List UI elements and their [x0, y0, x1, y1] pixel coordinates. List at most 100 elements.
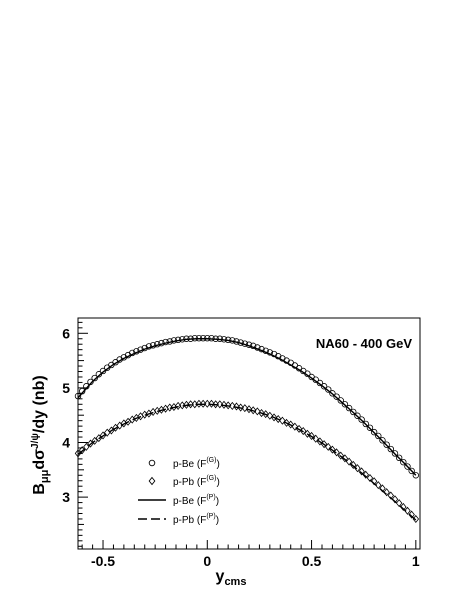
data-point-diamond: [316, 437, 324, 446]
data-point-diamond: [325, 442, 332, 451]
data-point-circle: [387, 445, 395, 453]
data-point-circle: [345, 404, 353, 412]
series-1: [74, 399, 420, 524]
chart-annotation: NA60 - 400 GeV: [316, 336, 412, 351]
data-point-diamond: [241, 404, 249, 413]
series-line-solid: [77, 338, 417, 476]
data-point-diamond: [229, 401, 236, 410]
y-axis-title-sup: J/ψ: [30, 433, 41, 449]
data-point-circle: [391, 450, 399, 457]
x-axis-title-sub: cms: [224, 576, 246, 588]
data-point-diamond: [195, 399, 203, 408]
x-tick-label: 1: [412, 553, 420, 569]
data-point-circle: [350, 408, 357, 416]
y-axis-title-bsub: μμ: [39, 470, 51, 483]
data-point-diamond: [383, 488, 390, 497]
data-point-diamond: [391, 495, 399, 504]
series-line-dashed: [77, 403, 417, 521]
x-axis-title: ycms: [216, 568, 247, 588]
data-point-diamond: [220, 400, 228, 409]
data-point-circle: [333, 393, 340, 400]
data-point-circle: [320, 383, 328, 390]
data-point-diamond: [91, 436, 98, 445]
x-tick-label: 0: [203, 553, 211, 569]
legend-label-ppb-p: p-Pb (F(P)): [173, 513, 219, 526]
data-point-diamond: [233, 402, 240, 411]
data-point-diamond: [366, 473, 374, 483]
data-point-circle: [366, 424, 374, 431]
data-point-circle: [341, 401, 349, 408]
data-point-diamond: [345, 457, 353, 466]
data-point-circle: [370, 428, 378, 436]
y-axis-title: BμμdσJ/ψ/dy (nb): [30, 375, 51, 494]
data-point-diamond: [375, 481, 382, 490]
data-point-circle: [408, 467, 415, 475]
legend-label-ppb-g: p-Pb (F(G)): [173, 475, 220, 488]
series-3: [77, 403, 417, 521]
y-tick-label: 3: [62, 489, 70, 505]
data-point-diamond: [224, 401, 232, 410]
data-point-circle: [91, 374, 98, 382]
data-point-diamond: [262, 410, 269, 419]
data-point-circle: [379, 437, 386, 444]
data-point-circle: [337, 397, 344, 404]
legend: p-Be (F(G)) p-Pb (F(G)) p-Be (F(P)) p-Pb…: [138, 457, 220, 526]
series-2: [77, 338, 417, 476]
tick-labels: -0.5 0 0.5 1 3 4 5 6: [62, 325, 420, 569]
data-point-circle: [395, 454, 403, 462]
data-point-circle: [375, 432, 382, 440]
data-point-diamond: [245, 405, 253, 414]
series-layer: [74, 335, 420, 524]
legend-label-pbe-g: p-Be (F(G)): [173, 457, 220, 470]
x-axis-title-main: y: [216, 568, 225, 585]
data-point-circle: [362, 420, 369, 428]
data-point-diamond: [337, 451, 344, 460]
data-point-circle: [354, 412, 361, 419]
data-point-circle: [325, 386, 332, 393]
data-point-diamond: [212, 400, 219, 409]
data-point-diamond: [358, 467, 365, 476]
data-point-diamond: [408, 510, 415, 519]
data-point-diamond: [304, 429, 311, 438]
data-point-diamond: [395, 499, 403, 508]
data-point-circle: [412, 472, 420, 479]
data-point-circle: [383, 441, 390, 448]
data-point-circle: [358, 416, 365, 423]
data-point-circle: [329, 390, 336, 397]
data-point-circle: [404, 463, 411, 470]
data-point-diamond: [370, 477, 378, 486]
data-point-circle: [74, 392, 82, 400]
data-point-diamond: [249, 406, 257, 415]
x-tick-label: -0.5: [91, 553, 115, 569]
data-point-diamond: [362, 470, 369, 479]
legend-marker-ppb-g: [148, 476, 156, 486]
data-point-diamond: [216, 400, 224, 409]
data-point-circle: [95, 371, 103, 378]
data-point-diamond: [354, 464, 361, 473]
y-axis-title-tail: /dy (nb): [31, 375, 48, 433]
data-point-diamond: [291, 422, 299, 431]
legend-label-pbe-p: p-Be (F(P)): [173, 494, 219, 507]
legend-marker-pbe-g: [148, 459, 156, 467]
data-point-diamond: [199, 399, 207, 408]
data-point-circle: [99, 367, 107, 375]
data-point-diamond: [254, 407, 261, 416]
data-point-circle: [400, 458, 407, 466]
x-tick-label: 0.5: [302, 553, 322, 569]
data-point-diamond: [404, 506, 411, 515]
data-point-diamond: [237, 403, 244, 412]
y-axis-title-b: B: [31, 483, 48, 495]
data-point-diamond: [187, 400, 194, 409]
data-point-diamond: [204, 399, 211, 408]
data-point-diamond: [287, 420, 294, 429]
data-point-diamond: [400, 502, 407, 511]
axis-ticks: [78, 321, 417, 549]
y-axis-title-mid: dσ: [31, 449, 48, 470]
y-tick-label: 4: [62, 435, 70, 451]
data-point-diamond: [258, 408, 265, 418]
data-point-diamond: [270, 413, 278, 422]
y-tick-label: 6: [62, 325, 70, 341]
data-point-diamond: [208, 399, 215, 408]
y-tick-label: 5: [62, 380, 70, 396]
